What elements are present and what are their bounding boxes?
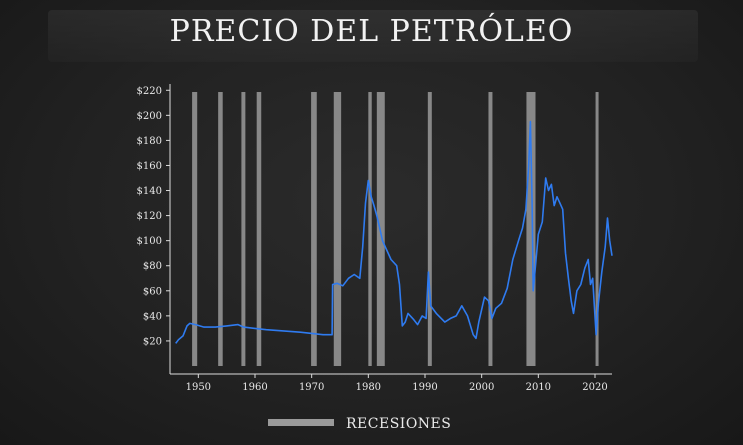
x-axis-ticks: 1950 1960 1970 1980 1990 2000 2010 2020 <box>186 374 608 393</box>
recession-bar <box>218 92 223 366</box>
x-tick-label: 1980 <box>356 382 381 393</box>
y-axis-ticks: $20 $40 $60 $80 $100 $120 $140 $160 $180 $200 $220 <box>137 86 170 347</box>
y-tick-label: $160 <box>137 161 162 172</box>
title-band <box>48 10 698 62</box>
recession-bar <box>241 92 246 366</box>
page-title: PRECIO DEL PETRÓLEO <box>169 14 574 49</box>
recession-legend-swatch <box>268 419 334 426</box>
recession-bar <box>368 92 372 366</box>
recession-bar <box>192 92 198 366</box>
y-tick-label: $120 <box>137 211 162 222</box>
x-tick-label: 2000 <box>469 382 494 393</box>
x-tick-label: 1960 <box>242 382 267 393</box>
y-tick-label: $100 <box>137 236 162 247</box>
y-tick-label: $20 <box>143 336 162 347</box>
recession-bar <box>488 92 493 366</box>
x-tick-label: 1970 <box>299 382 324 393</box>
recession-bar <box>256 92 262 366</box>
y-tick-label: $200 <box>137 111 162 122</box>
recession-bar <box>595 92 599 366</box>
oil-price-series-line <box>175 120 613 344</box>
recession-bar <box>526 92 536 366</box>
y-tick-label: $220 <box>137 86 162 97</box>
recession-bar <box>333 92 342 366</box>
x-tick-label: 1990 <box>412 382 437 393</box>
y-tick-label: $140 <box>137 186 162 197</box>
recession-bar <box>311 92 317 366</box>
x-tick-label: 2020 <box>582 382 607 393</box>
recession-bar <box>427 92 432 366</box>
recession-legend-label: RECESIONES <box>346 416 451 432</box>
y-tick-label: $80 <box>143 261 162 272</box>
y-tick-label: $180 <box>137 136 162 147</box>
y-tick-label: $40 <box>143 311 162 322</box>
x-tick-label: 1950 <box>186 382 211 393</box>
y-tick-label: $60 <box>143 286 162 297</box>
legend: RECESIONES <box>268 416 451 432</box>
recession-bars <box>192 92 599 366</box>
recession-bar <box>376 92 385 366</box>
x-tick-label: 2010 <box>526 382 551 393</box>
